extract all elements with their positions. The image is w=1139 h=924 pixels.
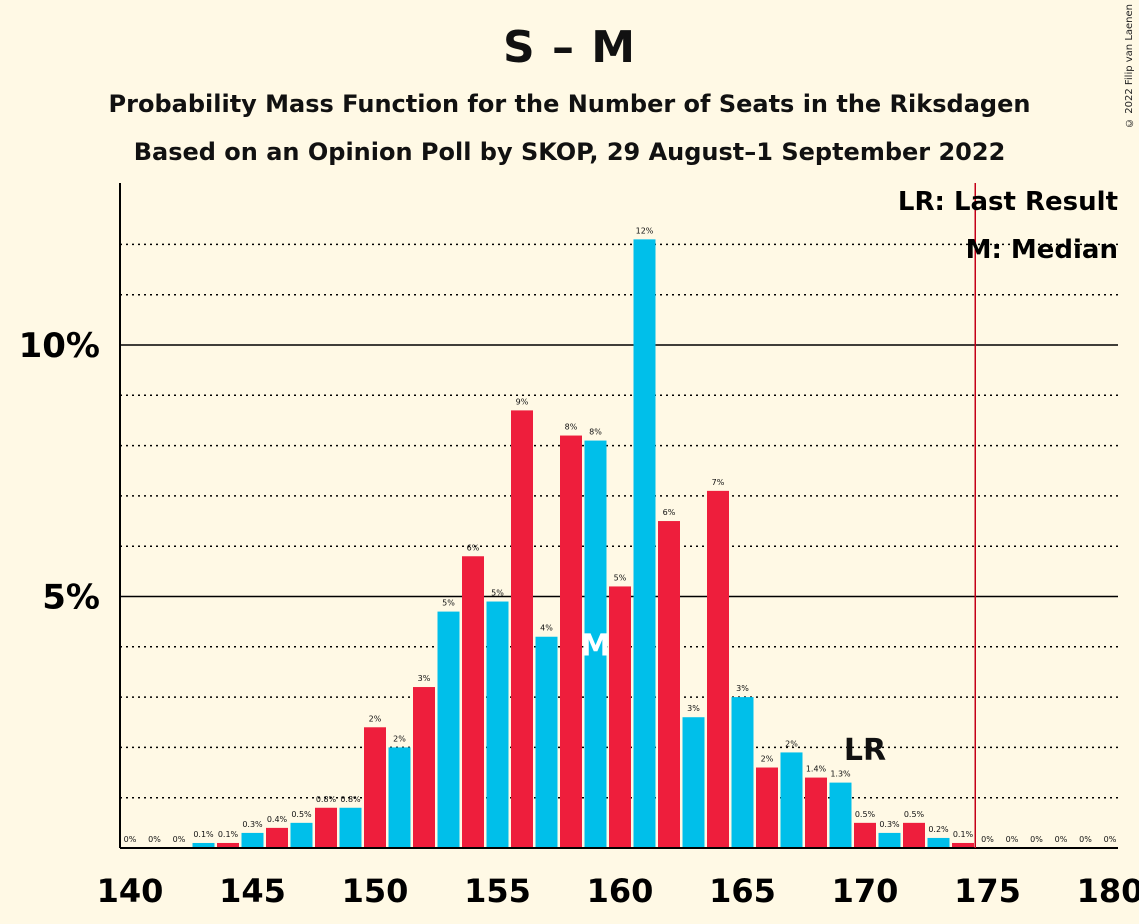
chart-subtitle-1: Probability Mass Function for the Number… — [108, 90, 1031, 118]
bar-label: 2% — [785, 739, 798, 748]
bar — [364, 727, 386, 848]
bar-label: 0.4% — [267, 815, 288, 824]
bar-label: 0.1% — [193, 830, 214, 839]
median-marker: M — [581, 629, 611, 664]
bar-label: 0% — [1055, 835, 1068, 844]
bar — [315, 807, 337, 848]
bar-label: 0% — [1104, 835, 1117, 844]
bar — [780, 752, 803, 848]
bar — [731, 697, 754, 848]
bar-label: 0% — [981, 835, 994, 844]
bar — [658, 521, 680, 848]
bar-label: 1.4% — [806, 765, 827, 774]
bar — [192, 842, 215, 848]
bar — [584, 440, 607, 848]
chart-subtitle-2: Based on an Opinion Poll by SKOP, 29 Aug… — [133, 138, 1006, 166]
bar — [609, 586, 631, 848]
bar-label: 0% — [1006, 835, 1019, 844]
bar — [217, 842, 239, 848]
bar — [952, 842, 974, 848]
bar — [854, 822, 876, 848]
bar — [486, 601, 509, 848]
bar — [388, 747, 411, 848]
x-tick-label: 180 — [1077, 872, 1139, 910]
bar-label: 6% — [663, 508, 676, 517]
x-tick-label: 145 — [219, 872, 286, 910]
bar-label: 8% — [565, 423, 578, 432]
bar — [927, 837, 950, 848]
bar — [241, 832, 264, 848]
bar-label: 5% — [491, 589, 504, 598]
bar-label: 0% — [148, 835, 161, 844]
bar-label: 0% — [124, 835, 137, 844]
bar-label: 0.5% — [291, 810, 312, 819]
bar — [511, 410, 533, 848]
bar — [290, 822, 313, 848]
x-tick-label: 155 — [464, 872, 531, 910]
bar-label: 0.3% — [879, 820, 900, 829]
bar — [413, 687, 435, 848]
bar-label: 1.3% — [830, 770, 851, 779]
bar-label: 3% — [687, 704, 700, 713]
bar — [462, 556, 484, 848]
bar — [535, 636, 558, 848]
bar-label: 5% — [614, 573, 627, 582]
bar-label: 6% — [467, 543, 480, 552]
y-tick-label: 5% — [42, 578, 100, 618]
bar-label: 0% — [173, 835, 186, 844]
bar-label: 0.8% — [340, 795, 361, 804]
bar-label: 2% — [761, 755, 774, 764]
x-tick-label: 175 — [954, 872, 1021, 910]
last-result-marker: LR — [844, 733, 886, 768]
bar-label: 0% — [1030, 835, 1043, 844]
bar — [633, 239, 656, 848]
bar-label: 0.1% — [953, 830, 974, 839]
bar-label: 0.1% — [218, 830, 239, 839]
x-tick-label: 140 — [97, 872, 164, 910]
bar — [682, 717, 705, 848]
chart-title: S – M — [502, 22, 637, 73]
bar-label: 0.5% — [904, 810, 925, 819]
bar-label: 0.3% — [242, 820, 263, 829]
bar-label: 0.8% — [316, 795, 337, 804]
bar — [437, 611, 460, 848]
x-tick-label: 165 — [709, 872, 776, 910]
bar-label: 0.2% — [928, 825, 949, 834]
bar — [878, 832, 901, 848]
bar — [805, 777, 827, 848]
bar-label: 2% — [393, 734, 406, 743]
bar-label: 3% — [736, 684, 749, 693]
bar-label: 12% — [636, 226, 654, 235]
bar-label: 0.5% — [855, 810, 876, 819]
bar-label: 3% — [418, 674, 431, 683]
bar — [756, 767, 778, 848]
bar-label: 9% — [516, 397, 529, 406]
bar-label: 0% — [1079, 835, 1092, 844]
bar — [707, 490, 729, 848]
y-tick-label: 10% — [19, 326, 100, 366]
x-tick-label: 170 — [832, 872, 899, 910]
legend-last-result: LR: Last Result — [898, 187, 1118, 217]
bar — [339, 807, 362, 848]
bar-label: 4% — [540, 624, 553, 633]
x-tick-label: 160 — [587, 872, 654, 910]
bar-label: 5% — [442, 599, 455, 608]
bar — [829, 782, 852, 848]
bar-label: 7% — [712, 478, 725, 487]
x-tick-label: 150 — [342, 872, 409, 910]
bar-label: 8% — [589, 428, 602, 437]
legend-median: M: Median — [966, 235, 1118, 265]
bar-label: 2% — [369, 714, 382, 723]
bar — [903, 822, 925, 848]
bar — [266, 827, 288, 848]
bar — [560, 435, 582, 848]
